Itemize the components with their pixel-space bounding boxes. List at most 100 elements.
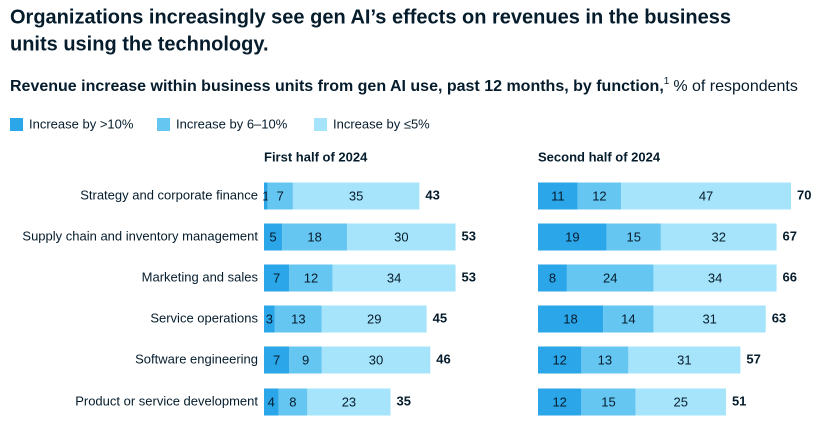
bar-segment (603, 305, 654, 333)
total-label: 53 (462, 269, 476, 284)
bar-segment (307, 388, 391, 416)
segment-label: 47 (699, 188, 713, 203)
segment-label: 35 (349, 188, 363, 203)
legend-swatch (314, 118, 327, 131)
bar-segment (264, 346, 290, 374)
category-label: Marketing and sales (142, 269, 259, 284)
segment-label: 8 (289, 394, 296, 409)
segment-label: 15 (627, 229, 641, 244)
total-label: 45 (433, 310, 447, 325)
segment-label: 13 (598, 352, 612, 367)
segment-label: 34 (387, 270, 401, 285)
bar-segment (660, 223, 777, 251)
bar-segment (538, 223, 607, 251)
segment-label: 8 (549, 270, 556, 285)
segment-label: 1 (262, 188, 269, 203)
total-label: 46 (436, 351, 450, 366)
total-label: 67 (783, 228, 797, 243)
panel-title: Second half of 2024 (538, 149, 661, 164)
bar-segment (292, 182, 420, 210)
segment-label: 12 (304, 270, 318, 285)
bar-segment (264, 264, 290, 292)
bar-segment (538, 182, 578, 210)
bar-segment (581, 388, 636, 416)
bar-segment (321, 305, 427, 333)
segment-label: 7 (273, 270, 280, 285)
segment-label: 4 (268, 394, 275, 409)
legend-swatch (10, 118, 23, 131)
subtitle-text: Revenue increase within business units f… (10, 78, 664, 95)
bar-segment (278, 388, 308, 416)
segment-label: 5 (269, 229, 276, 244)
total-label: 63 (772, 310, 786, 325)
segment-label: 25 (674, 394, 688, 409)
bar-segment (538, 305, 604, 333)
bar-segment (538, 346, 582, 374)
category-label: Service operations (150, 310, 258, 325)
bar-segment (282, 223, 348, 251)
unit-note: % of respondents (673, 78, 798, 95)
bar-segment (566, 264, 654, 292)
bar-segment (264, 388, 279, 416)
segment-label: 12 (592, 188, 606, 203)
segment-label: 15 (601, 394, 615, 409)
legend-label: Increase by ≤5% (333, 116, 430, 131)
bar-segment (267, 182, 293, 210)
bar-segment (264, 305, 275, 333)
segment-label: 24 (603, 270, 617, 285)
bar-segment (621, 182, 791, 210)
segment-label: 18 (307, 229, 321, 244)
segment-label: 14 (621, 311, 635, 326)
bar-segment (606, 223, 661, 251)
total-label: 57 (746, 351, 760, 366)
bar-segment (581, 346, 629, 374)
category-label: Product or service development (75, 393, 258, 408)
segment-label: 31 (677, 352, 691, 367)
legend-label: Increase by >10% (29, 116, 134, 131)
total-label: 66 (783, 269, 797, 284)
segment-label: 11 (551, 188, 565, 203)
segment-label: 34 (708, 270, 722, 285)
bar-segment (274, 305, 322, 333)
bar-segment (628, 346, 741, 374)
total-label: 35 (397, 393, 411, 408)
bar-segment (321, 346, 431, 374)
segment-label: 23 (342, 394, 356, 409)
bar-segment (635, 388, 726, 416)
total-label: 43 (425, 187, 439, 202)
legend-swatch (157, 118, 170, 131)
segment-label: 18 (563, 311, 577, 326)
segment-label: 7 (277, 188, 284, 203)
segment-label: 7 (273, 352, 280, 367)
category-label: Strategy and corporate finance (80, 187, 258, 202)
segment-label: 12 (552, 394, 566, 409)
segment-label: 12 (552, 352, 566, 367)
footnote-mark: 1 (664, 76, 670, 87)
segment-label: 3 (266, 311, 273, 326)
category-label: Software engineering (135, 351, 258, 366)
subtitle: Revenue increase within business units f… (10, 76, 798, 96)
total-label: 51 (732, 393, 746, 408)
title-line: units using the technology. (10, 33, 269, 55)
category-label: Supply chain and inventory management (22, 228, 258, 243)
bar-segment (289, 264, 333, 292)
bar-segment (332, 264, 456, 292)
bar-segment (538, 388, 582, 416)
bar-segment (289, 346, 322, 374)
bar-segment (577, 182, 622, 210)
segment-label: 32 (711, 229, 725, 244)
legend-label: Increase by 6–10% (176, 116, 288, 131)
bar-segment (538, 264, 567, 292)
segment-label: 13 (291, 311, 305, 326)
title-line: Organizations increasingly see gen AI’s … (10, 6, 731, 28)
segment-label: 30 (369, 352, 383, 367)
bar-segment (653, 264, 777, 292)
bar-segment (347, 223, 456, 251)
total-label: 70 (797, 187, 811, 202)
segment-label: 9 (302, 352, 309, 367)
total-label: 53 (462, 228, 476, 243)
segment-label: 30 (394, 229, 408, 244)
segment-label: 29 (367, 311, 381, 326)
segment-label: 19 (565, 229, 579, 244)
